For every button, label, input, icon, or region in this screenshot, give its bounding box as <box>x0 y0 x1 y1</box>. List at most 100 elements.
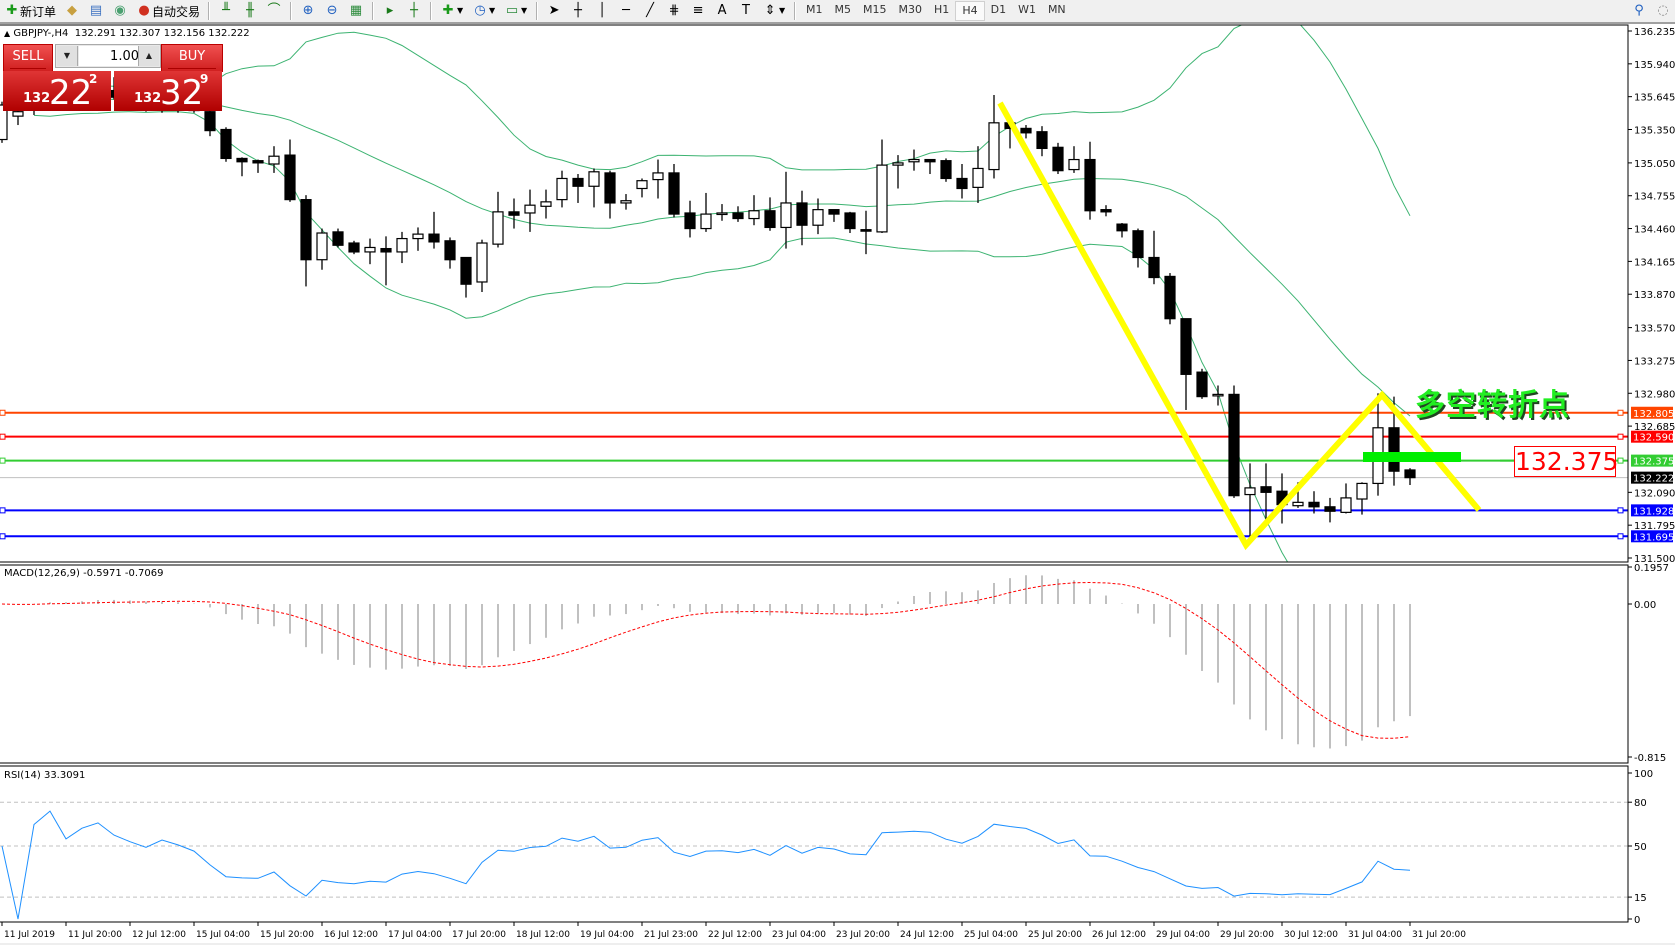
candle-body <box>924 158 936 163</box>
level-handle-left <box>0 507 6 514</box>
vertical-line-tool[interactable]: │ <box>591 1 613 21</box>
candlestick-icon: ╫ <box>246 3 254 18</box>
candle-body <box>1148 256 1160 279</box>
price-tick-label: 135.645 <box>1634 93 1675 104</box>
signals-button[interactable]: ◉ <box>109 1 131 21</box>
sell-button[interactable]: SELL <box>3 44 53 72</box>
market-watch-button[interactable]: ◆ <box>61 1 83 21</box>
line-chart-button[interactable]: ⌒ <box>263 1 285 21</box>
candle-body <box>508 211 520 216</box>
price-tick-label: 131.795 <box>1634 521 1675 532</box>
cursor-tool[interactable]: ➤ <box>543 1 565 21</box>
candle-body <box>700 213 712 230</box>
chat-button[interactable]: ◌ <box>1652 1 1674 21</box>
time-tick-label: 23 Jul 04:00 <box>772 930 826 940</box>
auto-trading-label: 自动交易 <box>152 4 201 19</box>
candle <box>1324 497 1336 523</box>
buy-button[interactable]: BUY <box>161 44 223 72</box>
candle-body <box>748 210 760 220</box>
candle-body <box>284 154 296 201</box>
chart-area[interactable]: MACD(12,26,9) -0.5971 -0.7069 RSI(14) 33… <box>0 24 1675 949</box>
timeframe-m15[interactable]: M15 <box>863 3 887 16</box>
sell-price[interactable]: 132 22 2 <box>3 71 111 111</box>
sell-price-main: 22 <box>49 73 93 113</box>
candle <box>252 159 264 173</box>
candle-body <box>556 177 568 201</box>
candle <box>684 200 696 238</box>
candle-body <box>892 162 904 166</box>
candle <box>268 146 280 173</box>
candle-body <box>268 155 280 165</box>
zoom-in-button[interactable]: ⊕ <box>297 1 319 21</box>
timeframe-w1[interactable]: W1 <box>1018 3 1036 16</box>
candle <box>636 178 648 198</box>
price-tick-label: 134.755 <box>1634 192 1675 203</box>
timeframe-m1[interactable]: M1 <box>806 3 823 16</box>
price-label-box[interactable]: 132.375 <box>1514 446 1619 477</box>
auto-trading-button[interactable]: ● 自动交易 <box>133 1 203 21</box>
navigator-button[interactable]: ▤ <box>85 1 107 21</box>
candle-body <box>572 177 584 187</box>
line-chart-icon: ⌒ <box>267 3 281 18</box>
candle <box>1036 126 1048 157</box>
macd-pane-frame <box>0 564 1629 764</box>
time-tick-label: 11 Jul 2019 <box>4 930 55 940</box>
timeframe-h1[interactable]: H1 <box>934 3 950 16</box>
candle-body <box>380 247 392 253</box>
timeframe-mn[interactable]: MN <box>1047 3 1066 16</box>
candle <box>316 228 328 270</box>
lot-size-input[interactable] <box>79 46 141 66</box>
indicators-button[interactable]: ✚ ▼ <box>437 1 467 21</box>
equidistant-channel-tool[interactable]: ⋕ <box>663 1 685 21</box>
candle <box>348 240 360 255</box>
templates-button[interactable]: ▭ ▼ <box>501 1 531 21</box>
chart-shift-button[interactable]: ┼ <box>403 1 425 21</box>
tile-windows-button[interactable]: ▦ <box>345 1 367 21</box>
lot-decrease-button[interactable]: ▼ <box>57 46 78 66</box>
candle <box>332 228 344 248</box>
lot-increase-button[interactable]: ▲ <box>138 46 159 66</box>
text-tool[interactable]: A <box>711 1 733 21</box>
turning-point-label[interactable]: 多空转折点 <box>1415 388 1570 423</box>
candle <box>1308 491 1320 514</box>
candle <box>380 236 392 286</box>
bar-chart-button[interactable]: ╨ <box>215 1 237 21</box>
autoscroll-button[interactable]: ▸ <box>379 1 401 21</box>
chart-shift-icon: ┼ <box>410 3 418 18</box>
candle-body <box>764 210 776 229</box>
trendline-tool[interactable]: ╱ <box>639 1 661 21</box>
new-order-button[interactable]: ✚ 新订单 <box>1 1 59 21</box>
candle <box>732 206 744 222</box>
level-price-tag-label: 131.928 <box>1633 506 1674 517</box>
new-order-label: 新订单 <box>20 4 57 19</box>
time-tick-label: 31 Jul 20:00 <box>1412 930 1466 940</box>
buy-price[interactable]: 132 32 9 <box>114 71 222 111</box>
search-button[interactable]: ⚲ <box>1628 1 1650 21</box>
candle <box>1116 222 1128 238</box>
timeframe-m30[interactable]: M30 <box>898 3 923 16</box>
lot-stepper: ▼ ▲ <box>55 44 161 68</box>
candle <box>764 197 776 231</box>
crosshair-tool[interactable]: ┼ <box>567 1 589 21</box>
timeframe-d1[interactable]: D1 <box>990 3 1007 16</box>
turning-point-marker <box>1363 452 1461 462</box>
periods-button[interactable]: ◷ ▼ <box>469 1 499 21</box>
tile-icon: ▦ <box>349 3 363 18</box>
candle <box>1340 483 1352 514</box>
fibonacci-tool[interactable]: ≡ <box>687 1 709 21</box>
zoom-out-button[interactable]: ⊖ <box>321 1 343 21</box>
time-tick-label: 17 Jul 04:00 <box>388 930 442 940</box>
collapse-arrow-icon[interactable]: ▲ <box>4 29 11 38</box>
candle <box>1132 228 1144 268</box>
arrows-tool[interactable]: ⇕ ▼ <box>759 1 789 21</box>
candlestick-button[interactable]: ╫ <box>239 1 261 21</box>
text-label-tool[interactable]: T <box>735 1 757 21</box>
candle-body <box>220 128 232 160</box>
candle-body <box>1308 501 1320 508</box>
timeframe-m5[interactable]: M5 <box>834 3 852 16</box>
candle <box>988 94 1000 179</box>
candle <box>1148 230 1160 285</box>
horizontal-line-tool[interactable]: ─ <box>615 1 637 21</box>
timeframe-h4[interactable]: H4 <box>955 1 985 21</box>
rsi-tick-label: 100 <box>1634 769 1653 780</box>
